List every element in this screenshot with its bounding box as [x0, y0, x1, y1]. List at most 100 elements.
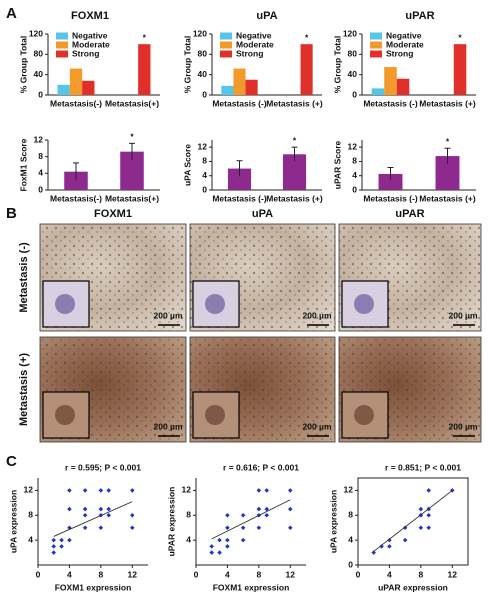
x-tick-label: 8: [256, 569, 261, 579]
x-tick-label: 4: [387, 569, 392, 579]
inset-cell: [354, 294, 374, 314]
fit-line: [53, 501, 133, 537]
legend-swatch: [370, 50, 382, 58]
legend-swatch: [220, 41, 232, 49]
x-tick-label: 4: [225, 569, 230, 579]
point: [82, 513, 88, 518]
x-tick-label: Metastasis (+): [419, 98, 476, 108]
bar: [282, 154, 307, 190]
chart-title: uPAR: [405, 10, 434, 22]
bar: [69, 68, 83, 95]
panel-label: B: [6, 205, 17, 222]
point: [67, 488, 72, 493]
column-title: FOXM1: [94, 208, 132, 220]
point: [418, 506, 424, 512]
y-tick-label: 0: [352, 184, 357, 194]
x-tick-label: 8: [98, 569, 103, 579]
inset-cell: [205, 405, 225, 425]
legend-swatch: [56, 41, 68, 49]
annotation: *: [305, 32, 309, 42]
y-tick-label: 4: [202, 170, 207, 180]
row-title: Metastasis (-): [18, 242, 30, 313]
legend-label: Moderate: [236, 39, 274, 49]
point: [130, 525, 135, 530]
y-tick-label: 40: [348, 69, 358, 79]
annotation: r = 0.616; P < 0.001: [223, 462, 299, 472]
point: [98, 525, 104, 530]
y-axis-label: uPAR expression: [166, 487, 176, 557]
point: [264, 506, 269, 512]
y-tick-label: 4: [186, 534, 191, 544]
y-tick-label: 80: [198, 49, 208, 59]
y-tick-label: 80: [34, 49, 44, 59]
legend-label: Strong: [236, 48, 263, 58]
annotation: *: [130, 132, 134, 142]
point: [288, 506, 293, 512]
bar: [245, 79, 258, 95]
bar: [396, 78, 410, 95]
micrographs: 200 µm 200 µm 200 µm 200 µm 200 µm 200 µm: [39, 223, 482, 443]
y-tick-label: 4: [348, 534, 353, 544]
point: [264, 488, 269, 493]
panel-label: C: [6, 453, 17, 470]
bar: [371, 88, 385, 95]
point: [130, 513, 135, 518]
point: [225, 513, 230, 518]
point: [240, 525, 246, 530]
scale-label: 200 µm: [154, 310, 183, 320]
x-tick-label: Metastasis (+): [419, 193, 476, 203]
point: [256, 506, 262, 512]
scale-label: 200 µm: [303, 421, 332, 431]
y-tick-label: 12: [24, 485, 34, 495]
x-tick-label: 12: [286, 569, 296, 579]
bar: [221, 85, 234, 95]
point: [379, 544, 384, 549]
column-title: uPA: [252, 208, 273, 220]
point: [256, 488, 262, 493]
y-tick-label: 0: [38, 89, 43, 99]
x-tick-label: 12: [128, 569, 138, 579]
y-axis-label: uPA Score: [182, 144, 192, 186]
annotation: *: [143, 32, 147, 42]
inset-cell: [205, 294, 225, 314]
y-tick-label: 8: [28, 510, 33, 520]
legend-label: Strong: [386, 48, 413, 58]
y-tick-label: 12: [182, 485, 192, 495]
legend-label: Negative: [236, 30, 272, 40]
legend-swatch: [370, 32, 382, 40]
y-tick-label: 4: [28, 534, 33, 544]
y-tick-label: 120: [29, 28, 43, 38]
inset-cell: [55, 405, 75, 425]
x-tick-label: 0: [194, 569, 199, 579]
x-tick-label: 0: [36, 569, 41, 579]
y-axis-label: % Group Total: [332, 36, 342, 93]
panel-label: A: [6, 5, 17, 22]
point: [288, 525, 293, 530]
x-tick-label: 0: [356, 569, 361, 579]
x-tick-label: Metastasis (+): [266, 98, 323, 108]
point: [288, 488, 293, 493]
bar: [378, 173, 403, 190]
legend-label: Strong: [72, 48, 99, 58]
legend-label: Negative: [72, 30, 108, 40]
annotation: *: [446, 136, 450, 146]
inset: [341, 280, 389, 328]
point: [387, 537, 392, 543]
annotation: r = 0.851; P < 0.001: [385, 462, 461, 472]
y-tick-label: 4: [38, 168, 43, 178]
bar: [64, 171, 88, 190]
y-tick-label: 8: [348, 510, 353, 520]
point: [67, 537, 72, 543]
scale-label: 200 µm: [303, 310, 332, 320]
bar: [82, 80, 95, 95]
y-tick-label: 12: [348, 141, 358, 151]
point: [106, 506, 111, 512]
legend-swatch: [220, 50, 232, 58]
point: [51, 550, 56, 555]
column-title: uPAR: [395, 208, 424, 220]
x-tick-label: 8: [418, 569, 423, 579]
y-tick-label: 8: [38, 151, 43, 161]
inset-cell: [354, 405, 374, 425]
bar: [300, 44, 313, 95]
